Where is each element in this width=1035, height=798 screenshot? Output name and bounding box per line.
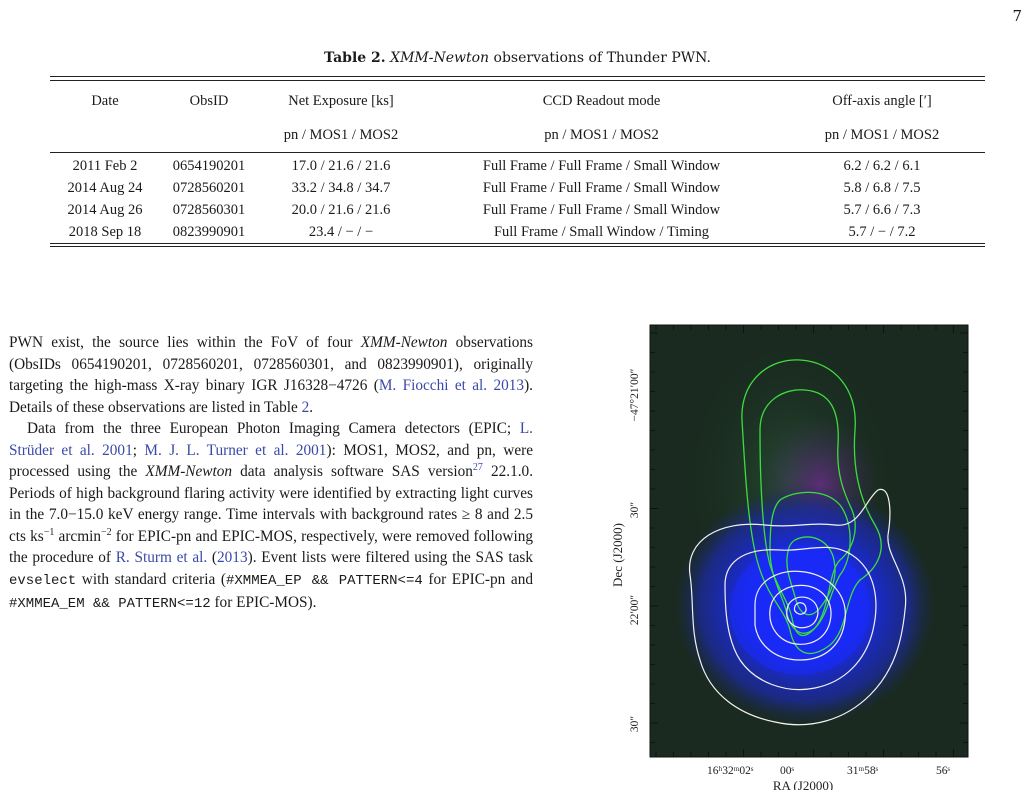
header-exposure: Net Exposure [ks] (288, 92, 394, 109)
subheader-offaxis: pn / MOS1 / MOS2 (824, 126, 940, 143)
text-span: . (309, 398, 314, 416)
cell-exposure: 33.2 / 34.8 / 34.7 (291, 179, 391, 196)
cell-date: 2011 Feb 2 (72, 157, 138, 174)
table-row: 2018 Sep 18 0823990901 23.4 / − / − Full Fr… (50, 221, 985, 243)
hard-band-contours (689, 488, 907, 726)
header-date: Date (91, 92, 119, 109)
caption-text: observations of Thunder PWN. (489, 50, 711, 66)
table-header-rule (50, 152, 985, 153)
header-readout: CCD Readout mode (542, 92, 661, 109)
cell-date: 2018 Sep 18 (68, 223, 142, 240)
body-text: PWN exist, the source lies within the Fo… (9, 332, 533, 616)
citation-link[interactable]: M. Fiocchi et al. 2013 (378, 377, 525, 394)
table-header-row: Date ObsID Net Exposure [ks] CCD Readout… (50, 83, 985, 119)
citation-link[interactable]: M. J. L. Turner et al. 2001 (144, 441, 327, 459)
text-span: for EPIC-MOS). (210, 594, 317, 611)
xray-image-svg: 16ʰ32ᵐ02ˢ 00ˢ 31ᵐ58ˢ 56ˢ RA (J2000) −47°… (610, 324, 969, 793)
cell-obsid: 0823990901 (172, 223, 246, 240)
code-text: evselect (9, 572, 77, 589)
x-tick-label: 56ˢ (936, 765, 951, 777)
cell-obsid: 0654190201 (172, 157, 246, 174)
text-span: observations (ObsIDs 0654190201, 0728560… (9, 334, 533, 394)
text-span: Data from the three European Photon Imag… (27, 420, 520, 437)
cell-readout: Full Frame / Small Window / Timing (493, 223, 710, 240)
y-tick-label: −47°21′00″ (629, 368, 641, 421)
subheader-readout: pn / MOS1 / MOS2 (544, 126, 659, 143)
table-top-rule-1 (50, 76, 985, 77)
text-span: ). Details of these observations are lis… (9, 377, 533, 416)
image-frame (649, 324, 969, 758)
citation-link[interactable]: L. Strüder et al. 2001 (9, 420, 533, 459)
cell-date: 2014 Aug 26 (67, 201, 143, 218)
text-span: for EPIC-pn and EPIC-MOS, respectively, … (9, 527, 533, 567)
xray-image-figure: 16ʰ32ᵐ02ˢ 00ˢ 31ᵐ58ˢ 56ˢ RA (J2000) −47°… (590, 310, 1000, 793)
y-axis-label: Dec (J2000) (610, 523, 625, 587)
cell-offaxis: 6.2 / 6.2 / 6.1 (843, 157, 921, 174)
italic-mission: XMM-Newton (360, 334, 448, 351)
cell-exposure: 20.0 / 21.6 / 21.6 (291, 201, 391, 218)
footnote-link[interactable]: 27 (472, 461, 483, 473)
table-top-rule-2 (50, 80, 985, 81)
y-tick-label: 22′00″ (629, 595, 641, 626)
paragraph-1: PWN exist, the source lies within the Fo… (9, 332, 533, 418)
cell-readout: Full Frame / Full Frame / Small Window (482, 179, 721, 196)
x-axis-label: RA (J2000) (773, 778, 833, 790)
x-tick-label: 31ᵐ58ˢ (847, 765, 879, 777)
x-tick-label: 16ʰ32ᵐ02ˢ (707, 765, 754, 777)
text-span: arcmin (54, 527, 102, 545)
text-span: PWN exist, the source lies within the Fo… (9, 334, 361, 351)
y-tick-label: 30″ (629, 502, 641, 519)
cell-offaxis: 5.7 / 6.6 / 7.3 (843, 201, 921, 218)
subheader-date (50, 119, 160, 151)
header-obsid: ObsID (189, 92, 229, 109)
subheader-obsid (160, 119, 258, 151)
y-tick-label: 30″ (629, 716, 641, 733)
cell-date: 2014 Aug 24 (67, 179, 143, 196)
table-caption: Table 2. XMM-Newton observations of Thun… (0, 50, 1035, 66)
paragraph-2: Data from the three European Photon Imag… (9, 418, 533, 616)
page-number: 7 (1012, 7, 1022, 25)
text-span: for EPIC-pn and (422, 570, 533, 588)
x-tick-label: 00ˢ (780, 765, 795, 777)
italic-mission: XMM-Newton (145, 463, 233, 480)
table-bottom-rule-1 (50, 243, 985, 244)
text-span: ). Event lists were filtered using the S… (247, 549, 533, 566)
cell-offaxis: 5.7 / − / 7.2 (848, 223, 916, 240)
text-span: ; (132, 441, 145, 459)
subheader-exposure: pn / MOS1 / MOS2 (283, 126, 399, 143)
citation-link[interactable]: R. Sturm et al. (115, 549, 208, 566)
superscript: −1 (43, 526, 55, 538)
text-span: ( (207, 549, 217, 566)
cell-exposure: 23.4 / − / − (308, 223, 374, 240)
text-span: 22.1.0. Periods of high background flari… (9, 463, 534, 545)
cell-obsid: 0728560301 (172, 201, 246, 218)
observations-table: Date ObsID Net Exposure [ks] CCD Readout… (50, 83, 985, 243)
axis-ticks (650, 325, 968, 757)
cell-obsid: 0728560201 (172, 179, 246, 196)
caption-italic: XMM-Newton (390, 50, 490, 66)
text-span: with standard criteria ( (76, 570, 226, 588)
table-subheader-row: pn / MOS1 / MOS2 pn / MOS1 / MOS2 pn / M… (50, 119, 985, 151)
code-text: #XMMEA_EM && PATTERN<=12 (9, 596, 211, 612)
table-row: 2011 Feb 2 0654190201 17.0 / 21.6 / 21.6 Fu… (50, 151, 985, 177)
cell-readout: Full Frame / Full Frame / Small Window (482, 201, 721, 218)
cell-offaxis: 5.8 / 6.8 / 7.5 (843, 179, 921, 196)
table-label: Table 2. (324, 50, 386, 66)
citation-link[interactable]: 2013 (217, 549, 248, 566)
header-offaxis: Off-axis angle [′] (832, 92, 932, 109)
cell-readout: Full Frame / Full Frame / Small Window (482, 157, 721, 174)
table-ref-link[interactable]: 2 (301, 398, 310, 416)
cell-exposure: 17.0 / 21.6 / 21.6 (291, 157, 391, 174)
table-bottom-rule-2 (50, 246, 985, 247)
table-row: 2014 Aug 26 0728560301 20.0 / 21.6 / 21.6 F… (50, 199, 985, 221)
text-span: ): MOS1, MOS2, and pn, were processed us… (9, 441, 533, 481)
text-span: data analysis software SAS version (232, 463, 473, 480)
superscript: −2 (101, 526, 112, 538)
table-row: 2014 Aug 24 0728560201 33.2 / 34.8 / 34.7 F… (50, 177, 985, 199)
code-text: #XMMEA_EP && PATTERN<=4 (226, 572, 423, 589)
